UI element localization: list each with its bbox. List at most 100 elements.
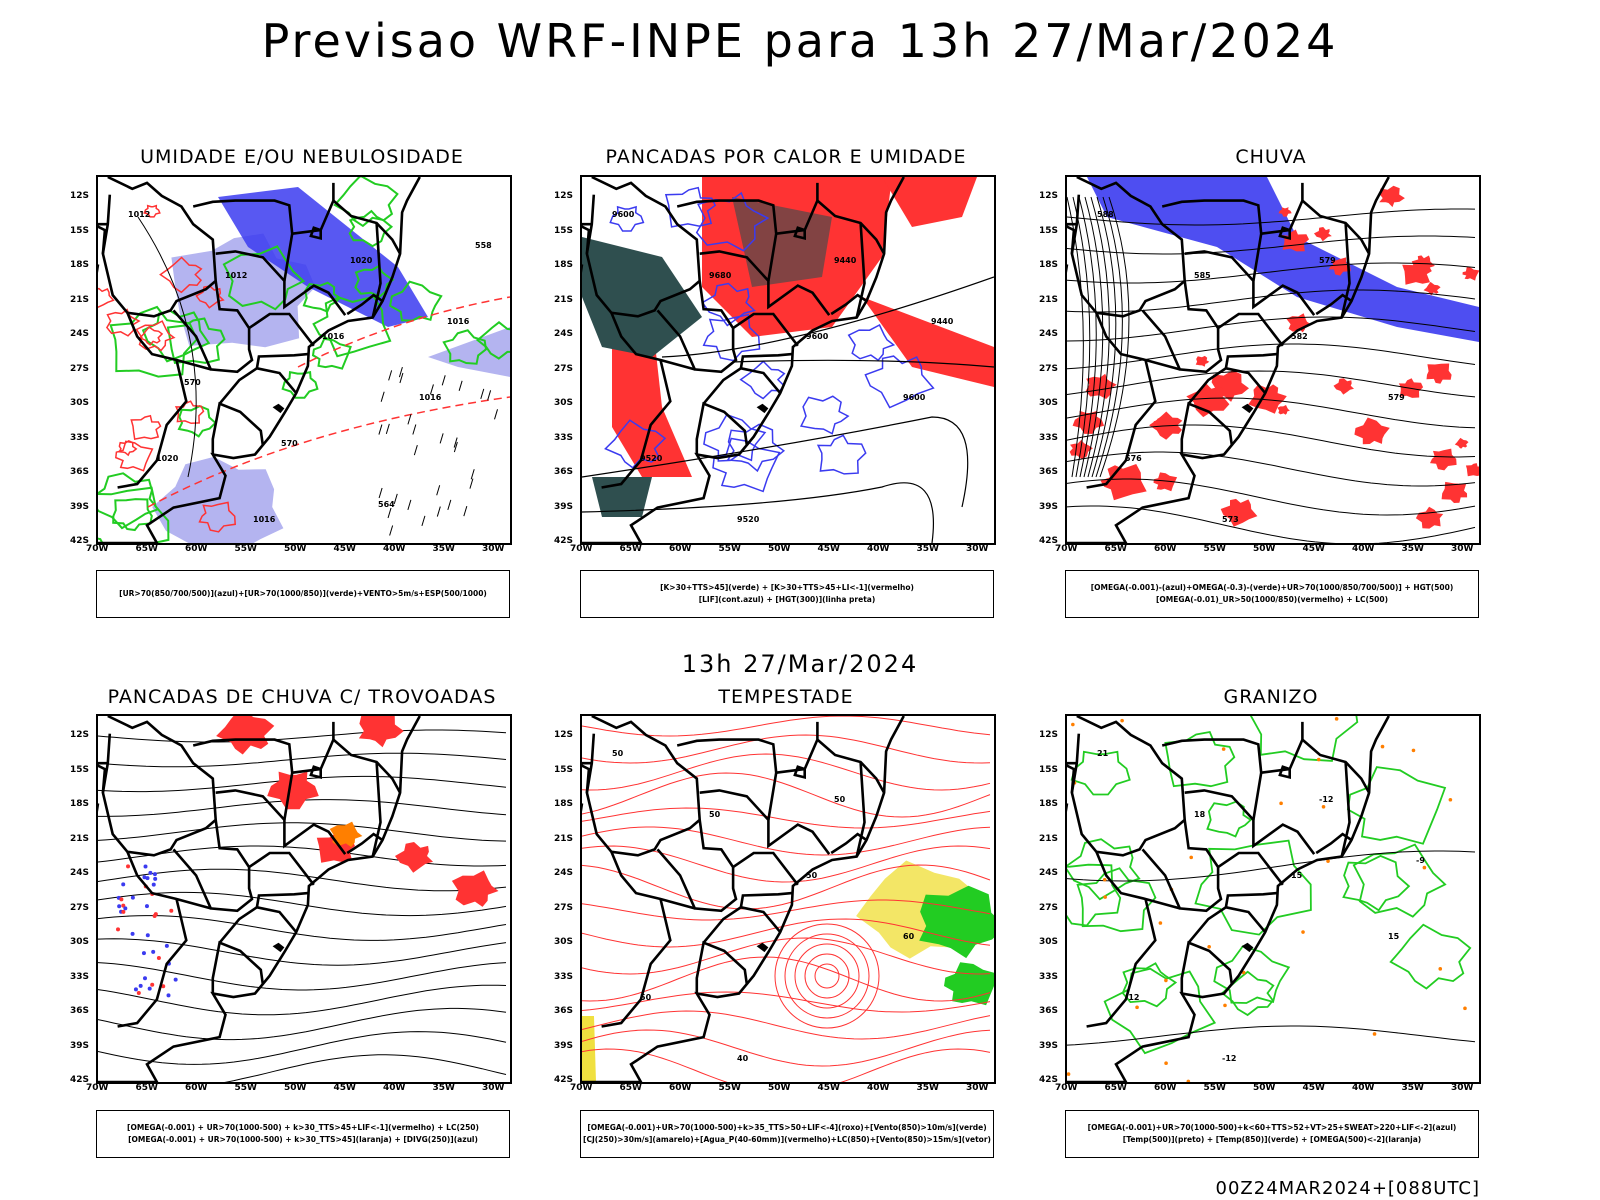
y-tick-label: 18S <box>554 799 574 809</box>
wind-vector <box>480 388 485 400</box>
x-tick-label: 70W <box>86 1083 109 1093</box>
divergence-dot <box>121 909 126 914</box>
humidity-contour-green <box>333 177 399 228</box>
streamline <box>1067 316 1476 342</box>
y-tick-label: 12S <box>1039 730 1059 740</box>
omega-dot <box>1207 944 1211 949</box>
x-tick-label: 55W <box>718 1083 741 1093</box>
instability-area-green <box>582 237 702 357</box>
state-border <box>172 280 254 374</box>
contour-label: 579 <box>1319 256 1336 265</box>
geopotential-line <box>582 482 934 543</box>
lagoon <box>756 403 769 414</box>
wind-vector <box>458 380 463 391</box>
streamline-red <box>582 1010 991 1040</box>
thickness-contour-red <box>98 287 115 308</box>
contour-label: 564 <box>378 500 395 509</box>
streamline <box>1067 370 1476 398</box>
contour-label: 50 <box>709 810 721 819</box>
x-tick-label: 40W <box>383 1083 406 1093</box>
wind-vector <box>487 390 492 401</box>
streamline <box>224 1054 507 1082</box>
contour-label: 579 <box>1388 393 1405 402</box>
wind-vector <box>413 444 418 456</box>
rain-area-red <box>1423 281 1441 296</box>
state-border <box>601 359 672 489</box>
divergence-dot <box>145 933 150 938</box>
streamline <box>98 962 507 991</box>
storm-area-red <box>216 716 275 755</box>
state-border <box>172 819 254 913</box>
wind-vector <box>436 485 441 496</box>
map-granizo: 21 18 15 15 -12 -12 -12 -9 <box>1065 714 1481 1084</box>
contour-label: 9600 <box>903 393 926 402</box>
storm-area-orange <box>329 821 363 848</box>
thickness-contour-red <box>159 256 203 294</box>
map-pancadas_calor: 9600 9680 9600 9600 9520 9520 9440 9440 <box>580 175 996 545</box>
y-tick-label: 12S <box>554 730 574 740</box>
state-border <box>1067 222 1077 254</box>
x-tick-label: 70W <box>1055 1083 1078 1093</box>
x-tick-label: 40W <box>867 1083 890 1093</box>
wind-vector <box>412 424 417 435</box>
omega-dot <box>1411 748 1416 753</box>
state-border <box>855 222 866 318</box>
wind-vector <box>378 424 383 435</box>
cyclone-contour <box>774 923 880 1029</box>
panel-title: TEMPESTADE <box>718 686 854 708</box>
divergence-dot <box>169 908 174 913</box>
state-border <box>1340 761 1351 857</box>
omega-dot <box>1372 1032 1377 1036</box>
contour-label: 9600 <box>806 332 829 341</box>
y-tick-label: 39S <box>554 1040 574 1051</box>
divergence-dot <box>156 955 161 960</box>
lagoon <box>756 942 769 953</box>
y-tick-label: 36S <box>1039 1006 1059 1016</box>
humidity-contour-green <box>442 329 488 365</box>
contour-label: 21 <box>1097 749 1109 758</box>
legend-line: [K>30+TTS>45](verde) + [K>30+TTS>45+LI<-… <box>660 583 914 592</box>
y-tick-label: 33S <box>554 971 574 982</box>
omega-dot <box>1380 744 1385 749</box>
state-border <box>699 250 831 316</box>
divergence-dot <box>152 872 157 877</box>
streamline-red <box>582 772 991 818</box>
y-tick-label: 24S <box>70 868 90 878</box>
panel-title: PANCADAS DE CHUVA C/ TROVOADAS <box>107 686 497 708</box>
x-tick-label: 50W <box>284 1083 307 1093</box>
contour-label: 558 <box>475 241 492 250</box>
streamline-red <box>582 1048 991 1082</box>
state-border <box>248 312 315 347</box>
wind-vector <box>385 423 390 435</box>
legend-line: [CJ(250)>30m/s](amarelo)+[Agua_P(40-60mm… <box>583 1135 991 1144</box>
y-tick-label: 21S <box>70 833 90 844</box>
divergence-dot <box>153 912 158 917</box>
humidity-contour-green <box>112 498 153 532</box>
state-border <box>610 851 696 910</box>
contour-label: 50 <box>612 749 624 758</box>
geopotential-line <box>1095 196 1123 478</box>
state-border <box>98 761 108 793</box>
y-tick-label: 15S <box>1039 225 1059 236</box>
y-tick-label: 27S <box>1039 363 1059 374</box>
legend-line: [OMEGA(-0.001) + UR>70(1000-500) + k>30_… <box>127 1123 479 1132</box>
humidity-contour-green <box>141 309 211 363</box>
streamline <box>98 868 507 892</box>
x-tick-label: 35W <box>432 544 455 554</box>
y-tick-label: 36S <box>554 1006 574 1016</box>
cyclone-contour <box>804 953 850 999</box>
y-tick-label: 30S <box>554 398 574 408</box>
state-border <box>816 738 886 794</box>
legend-line: [UR>70(850/700/500)](azul)+[UR>70(1000/8… <box>119 589 487 598</box>
divergence-dot <box>117 904 122 909</box>
state-border <box>656 819 738 913</box>
x-tick-label: 30W <box>1451 1083 1474 1093</box>
y-tick-label: 24S <box>70 329 90 339</box>
humidity-contour-green <box>302 281 342 313</box>
temp500-contour <box>1067 1025 1476 1046</box>
omega-dot <box>1422 865 1427 870</box>
y-tick-label: 42S <box>70 1075 90 1085</box>
streamline <box>1067 505 1476 543</box>
y-tick-label: 33S <box>70 432 90 443</box>
wind-vector <box>421 515 426 526</box>
